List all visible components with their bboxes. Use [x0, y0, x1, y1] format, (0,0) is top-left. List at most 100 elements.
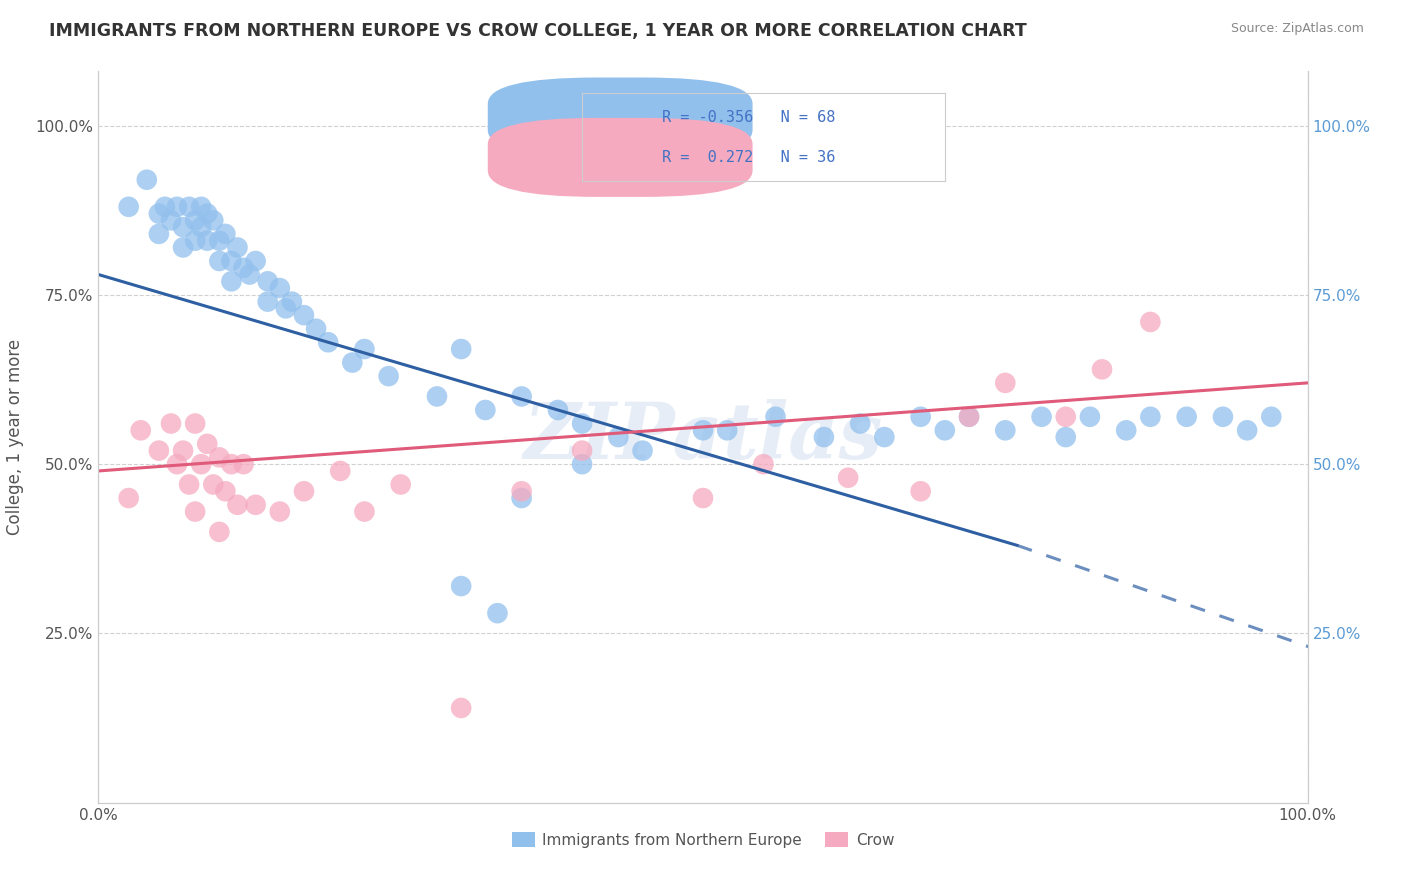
Point	[160, 213, 183, 227]
Point	[571, 417, 593, 431]
Point	[172, 240, 194, 254]
Point	[166, 457, 188, 471]
Point	[226, 240, 249, 254]
Point	[316, 335, 339, 350]
Point	[873, 430, 896, 444]
Point	[148, 227, 170, 241]
Point	[910, 409, 932, 424]
Point	[353, 342, 375, 356]
Point	[450, 701, 472, 715]
Point	[305, 322, 328, 336]
Point	[208, 254, 231, 268]
Point	[510, 484, 533, 499]
Point	[353, 505, 375, 519]
Point	[571, 443, 593, 458]
Point	[208, 234, 231, 248]
Point	[957, 409, 980, 424]
Point	[166, 200, 188, 214]
Point	[208, 450, 231, 465]
Point	[377, 369, 399, 384]
Point	[607, 430, 630, 444]
Point	[692, 423, 714, 437]
Point	[245, 254, 267, 268]
Point	[190, 200, 212, 214]
Point	[202, 477, 225, 491]
Point	[195, 437, 218, 451]
Text: IMMIGRANTS FROM NORTHERN EUROPE VS CROW COLLEGE, 1 YEAR OR MORE CORRELATION CHAR: IMMIGRANTS FROM NORTHERN EUROPE VS CROW …	[49, 22, 1026, 40]
Point	[329, 464, 352, 478]
Point	[957, 409, 980, 424]
Point	[1139, 409, 1161, 424]
Point	[765, 409, 787, 424]
Point	[184, 505, 207, 519]
Point	[1212, 409, 1234, 424]
Point	[342, 355, 364, 369]
Point	[221, 274, 243, 288]
Point	[208, 524, 231, 539]
Point	[716, 423, 738, 437]
Point	[245, 498, 267, 512]
Point	[1091, 362, 1114, 376]
Point	[547, 403, 569, 417]
Point	[239, 268, 262, 282]
Point	[849, 417, 872, 431]
Legend: Immigrants from Northern Europe, Crow: Immigrants from Northern Europe, Crow	[506, 825, 900, 854]
Text: ZIPatlas: ZIPatlas	[523, 399, 883, 475]
Point	[202, 213, 225, 227]
Point	[195, 234, 218, 248]
Point	[994, 376, 1017, 390]
Text: Source: ZipAtlas.com: Source: ZipAtlas.com	[1230, 22, 1364, 36]
Point	[292, 308, 315, 322]
Point	[256, 274, 278, 288]
Point	[692, 491, 714, 505]
Point	[813, 430, 835, 444]
Point	[1115, 423, 1137, 437]
Point	[910, 484, 932, 499]
Point	[153, 200, 176, 214]
Point	[486, 606, 509, 620]
Point	[214, 227, 236, 241]
Point	[184, 417, 207, 431]
Point	[226, 498, 249, 512]
Point	[214, 484, 236, 499]
Point	[1078, 409, 1101, 424]
Point	[179, 200, 201, 214]
Point	[269, 505, 291, 519]
Point	[135, 172, 157, 186]
Point	[160, 417, 183, 431]
Point	[450, 342, 472, 356]
Point	[510, 389, 533, 403]
Point	[256, 294, 278, 309]
Point	[221, 457, 243, 471]
Point	[172, 443, 194, 458]
Point	[172, 220, 194, 235]
Point	[292, 484, 315, 499]
Point	[232, 260, 254, 275]
Point	[148, 443, 170, 458]
Point	[190, 457, 212, 471]
Point	[474, 403, 496, 417]
Point	[274, 301, 297, 316]
Point	[752, 457, 775, 471]
Point	[179, 477, 201, 491]
Point	[184, 234, 207, 248]
Point	[510, 491, 533, 505]
Point	[118, 491, 141, 505]
Point	[389, 477, 412, 491]
Point	[1175, 409, 1198, 424]
Point	[148, 206, 170, 220]
Point	[1054, 430, 1077, 444]
Y-axis label: College, 1 year or more: College, 1 year or more	[7, 339, 24, 535]
Point	[190, 220, 212, 235]
Point	[450, 579, 472, 593]
Point	[281, 294, 304, 309]
Point	[837, 471, 859, 485]
Point	[184, 213, 207, 227]
Point	[195, 206, 218, 220]
Point	[1054, 409, 1077, 424]
Point	[118, 200, 141, 214]
Point	[1031, 409, 1053, 424]
Point	[129, 423, 152, 437]
Point	[1260, 409, 1282, 424]
Point	[426, 389, 449, 403]
